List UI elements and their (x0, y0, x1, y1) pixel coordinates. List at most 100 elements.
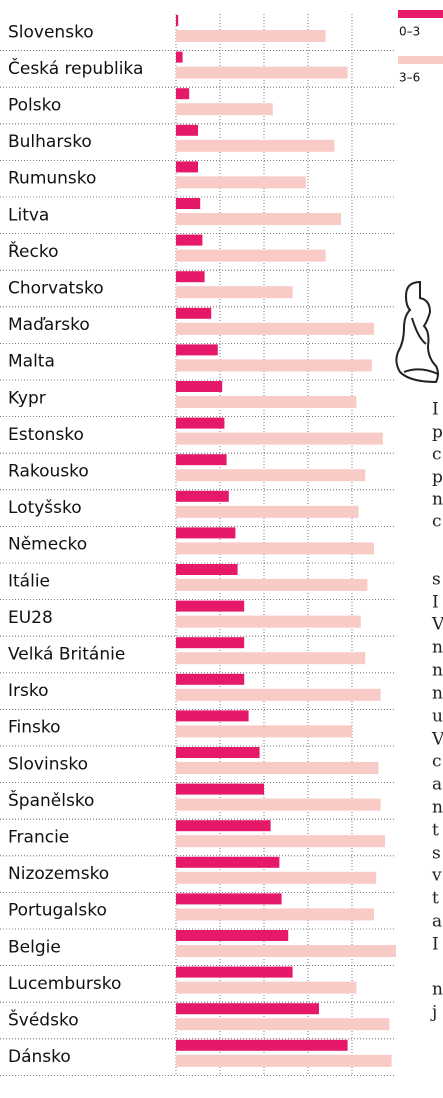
bar (176, 103, 273, 115)
side-text: t (432, 821, 439, 841)
category-label: Německo (8, 535, 87, 555)
bar (176, 359, 372, 371)
bar (176, 616, 361, 628)
bar (176, 140, 334, 152)
bar (176, 381, 222, 392)
bar (176, 908, 374, 920)
bar (176, 161, 198, 172)
side-text: n (432, 638, 443, 658)
bar (176, 52, 183, 63)
bar (176, 527, 235, 538)
category-label: EU28 (8, 608, 53, 628)
side-text: c (432, 445, 442, 465)
category-label: Finsko (8, 718, 61, 738)
bar (176, 945, 396, 957)
side-text: v (431, 866, 442, 886)
bar (176, 542, 374, 554)
woman-icon (396, 282, 438, 382)
category-label: Kypr (8, 388, 46, 408)
side-text: c (432, 752, 442, 772)
category-label: Nizozemsko (8, 864, 109, 884)
bar (176, 396, 356, 408)
bar (176, 762, 378, 774)
side-text: n (432, 980, 443, 1000)
legend-swatch (398, 10, 443, 18)
bar (176, 930, 288, 941)
bar (176, 235, 202, 246)
category-label: Dánsko (8, 1047, 71, 1067)
bar (176, 433, 383, 445)
category-label: Španělsko (8, 789, 94, 811)
category-label: Polsko (8, 96, 61, 116)
category-label: Estonsko (8, 425, 84, 445)
category-label: Francie (8, 828, 69, 848)
bar (176, 88, 189, 99)
bar (176, 689, 381, 701)
bar (176, 308, 211, 319)
category-label: Velká Británie (8, 645, 125, 665)
category-label: Maďarsko (8, 315, 90, 335)
bar (176, 747, 260, 758)
bar (176, 564, 238, 575)
side-text: n (432, 684, 443, 704)
chart: Slovensko Česká republika Polsko Bulharsko R… (0, 0, 443, 1098)
category-label: Malta (8, 352, 55, 372)
side-text: n (432, 661, 443, 681)
category-label: Lucembursko (8, 974, 121, 994)
category-label: Litva (8, 205, 49, 225)
bar (176, 872, 376, 884)
bar (176, 967, 293, 978)
bar (176, 506, 359, 518)
bar (176, 125, 198, 136)
bar (176, 15, 178, 26)
side-text: n (432, 798, 443, 818)
category-label: Švédsko (8, 1009, 79, 1031)
bar (176, 601, 244, 612)
bar (176, 1040, 348, 1051)
bar (176, 286, 293, 298)
bar (176, 893, 282, 904)
bar (176, 67, 348, 79)
bar (176, 835, 385, 847)
category-label: Česká republika (8, 57, 143, 79)
side-text: j (430, 1003, 437, 1023)
bar (176, 491, 229, 502)
legend-label: 3–6 (399, 71, 420, 85)
bar (176, 213, 341, 225)
bar (176, 30, 326, 42)
legend-label: 0–3 (399, 25, 420, 39)
bar (176, 820, 271, 831)
bar (176, 784, 264, 795)
bar (176, 637, 244, 648)
bar (176, 250, 326, 262)
category-label: Itálie (8, 571, 50, 591)
bar (176, 454, 227, 465)
bar (176, 710, 249, 721)
bar (176, 674, 244, 685)
side-text: n (432, 490, 443, 510)
side-text: u (432, 707, 443, 727)
bar (176, 1055, 392, 1067)
side-text: I (432, 935, 439, 955)
side-text: V (431, 615, 443, 635)
bar (176, 1003, 319, 1014)
category-label: Řecko (8, 240, 59, 262)
side-text: p (432, 468, 443, 488)
bar (176, 344, 218, 355)
side-text: a (432, 912, 442, 932)
category-label: Belgie (8, 937, 61, 957)
category-label: Bulharsko (8, 132, 92, 152)
side-text: I (432, 400, 439, 420)
category-label: Rakousko (8, 462, 89, 482)
side-text: c (432, 512, 442, 532)
bar (176, 982, 356, 994)
category-label: Irsko (8, 681, 49, 701)
category-label: Slovensko (8, 22, 94, 42)
side-text: t (432, 889, 439, 909)
bar (176, 579, 367, 591)
category-label: Portugalsko (8, 901, 107, 921)
side-text: a (432, 775, 442, 795)
legend-swatch (398, 56, 443, 64)
bar (176, 198, 200, 209)
side-text: s (432, 844, 441, 864)
